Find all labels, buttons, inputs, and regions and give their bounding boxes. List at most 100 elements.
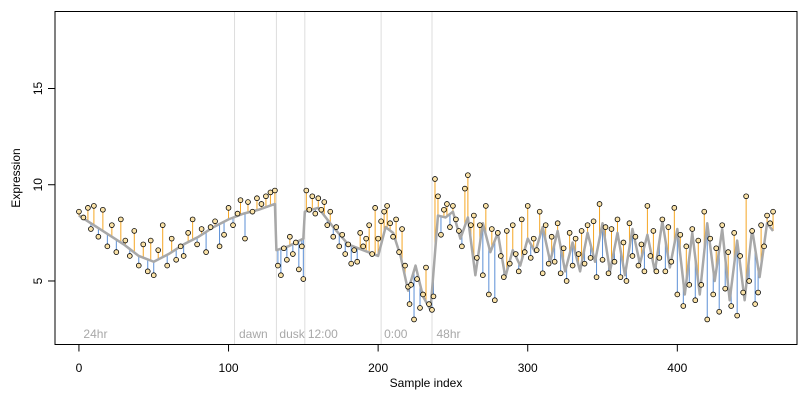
data-points [76, 172, 776, 323]
data-point [225, 205, 232, 211]
x-tick-label: 400 [667, 361, 687, 375]
data-point [430, 293, 437, 300]
phase-label: 48hr [436, 327, 460, 341]
data-point [539, 270, 546, 277]
data-point [135, 262, 142, 269]
data-point [593, 274, 600, 280]
data-point [500, 274, 507, 280]
data-point [764, 212, 770, 219]
data-point [267, 189, 274, 196]
data-point [722, 285, 728, 292]
data-point [551, 258, 558, 265]
y-axis-title: Expression [9, 148, 23, 207]
data-point [659, 216, 666, 223]
data-point [653, 268, 660, 275]
data-point [578, 228, 585, 234]
data-point [414, 276, 420, 282]
data-point [281, 245, 287, 252]
data-point [710, 291, 717, 298]
data-point [109, 222, 115, 228]
data-point [306, 206, 313, 213]
data-point [234, 210, 241, 217]
data-point [602, 224, 609, 230]
data-point [76, 208, 82, 215]
data-point [387, 220, 393, 227]
data-point [198, 226, 205, 232]
data-point [150, 272, 157, 279]
data-point [698, 282, 705, 288]
data-point [390, 233, 396, 240]
data-point [339, 231, 346, 238]
data-point [372, 205, 378, 211]
data-point [689, 226, 696, 232]
data-point [423, 264, 429, 271]
data-point [512, 251, 519, 257]
data-point [100, 206, 106, 213]
data-point [665, 224, 672, 230]
data-point [527, 255, 534, 261]
data-point [88, 226, 94, 232]
data-point [686, 282, 693, 288]
data-point [456, 228, 462, 234]
data-point [557, 270, 564, 277]
data-point [737, 253, 743, 259]
data-point [207, 224, 214, 230]
data-point [635, 262, 642, 269]
data-point [620, 239, 627, 246]
data-point [758, 222, 764, 228]
data-point [554, 220, 561, 227]
data-point [474, 255, 480, 261]
phase-label: dusk [279, 327, 305, 341]
data-point [548, 233, 555, 240]
data-point [444, 201, 450, 207]
data-point [360, 243, 366, 250]
data-point [216, 243, 223, 250]
data-point [426, 301, 432, 307]
data-point [638, 241, 645, 248]
data-point [194, 241, 200, 248]
data-point [566, 230, 573, 236]
data-point [177, 243, 184, 250]
data-point [701, 208, 708, 215]
data-point [348, 260, 355, 267]
x-tick-label: 300 [518, 361, 538, 375]
data-point [309, 193, 316, 200]
data-point [471, 212, 477, 219]
data-point [104, 243, 111, 250]
data-point [147, 237, 154, 244]
data-point [296, 266, 302, 273]
data-point [140, 241, 147, 248]
data-point [743, 193, 749, 200]
data-point [258, 201, 265, 207]
data-point [399, 226, 405, 232]
phase-label: 12:00 [308, 327, 338, 341]
data-point [641, 268, 648, 275]
data-point [80, 214, 87, 221]
data-point [435, 193, 441, 200]
data-point [497, 253, 504, 259]
phase-label: 0:00 [384, 327, 408, 341]
data-point [770, 208, 776, 215]
data-point [695, 237, 702, 244]
x-axis-title: Sample index [390, 376, 463, 390]
data-point [185, 230, 191, 236]
data-point [249, 208, 256, 215]
data-point [333, 224, 340, 230]
phase-label: 24hr [83, 327, 107, 341]
data-point [180, 253, 187, 259]
data-point [155, 247, 162, 253]
data-point [378, 218, 384, 225]
data-point [521, 249, 528, 255]
data-point [284, 257, 290, 263]
data-point [524, 203, 531, 209]
data-point [509, 222, 516, 228]
data-point [453, 216, 459, 223]
data-point [728, 303, 734, 309]
data-point [327, 208, 334, 215]
data-point [275, 262, 281, 269]
data-point [384, 203, 390, 209]
data-point [432, 176, 438, 182]
y-tick-label: 5 [31, 277, 45, 284]
data-point [647, 253, 654, 259]
